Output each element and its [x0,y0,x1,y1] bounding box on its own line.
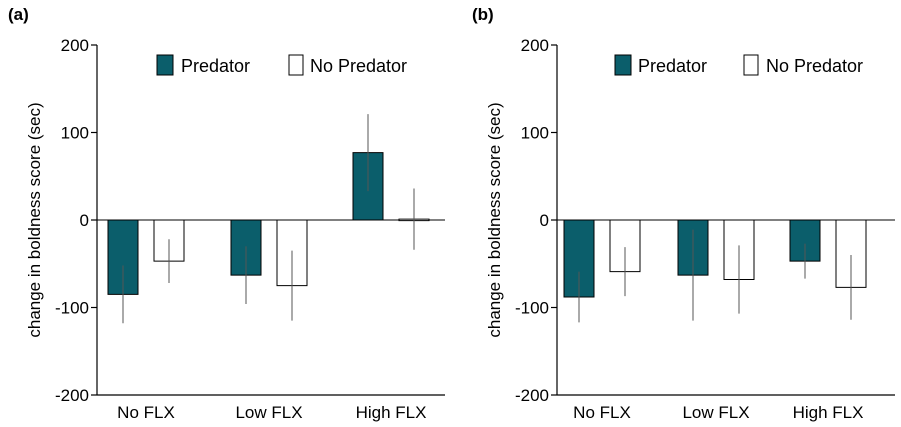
chart-panel-a: (a) -200 -100 0 100 200 change in boldness sco… [8,5,445,422]
x-tick-label: High FLX [356,403,427,422]
panel-label: (b) [472,5,494,24]
x-tick-label: No FLX [117,403,175,422]
y-tick-label: -200 [515,386,549,405]
x-tick-label: Low FLX [235,403,302,422]
y-axis-label: change in boldness score (sec) [485,102,504,337]
y-tick-label: -100 [515,299,549,318]
legend-label-no-predator: No Predator [766,56,863,76]
y-tick-label: 100 [61,124,89,143]
y-axis-label: change in boldness score (sec) [25,102,44,337]
legend-swatch-no-predator [288,54,304,76]
y-tick-label: -100 [55,299,89,318]
legend: Predator No Predator [156,54,407,76]
y-tick-label: -200 [55,386,89,405]
x-tick-label: Low FLX [682,403,749,422]
legend-swatch-no-predator [743,54,759,76]
legend-label-no-predator: No Predator [310,56,407,76]
legend-label-predator: Predator [181,56,250,76]
y-tick-label: 0 [80,211,89,230]
legend-swatch-predator [156,54,174,76]
legend-label-predator: Predator [638,56,707,76]
y-tick-label: 100 [521,124,549,143]
x-tick-label: No FLX [573,403,631,422]
x-tick-label: High FLX [793,403,864,422]
y-tick-label: 200 [521,36,549,55]
legend: Predator No Predator [614,54,863,76]
chart-panel-b: (b) -200 -100 0 100 200 change in boldness sco… [472,5,895,422]
legend-swatch-predator [614,54,632,76]
panel-label: (a) [8,5,29,24]
y-tick-label: 200 [61,36,89,55]
y-tick-label: 0 [540,211,549,230]
